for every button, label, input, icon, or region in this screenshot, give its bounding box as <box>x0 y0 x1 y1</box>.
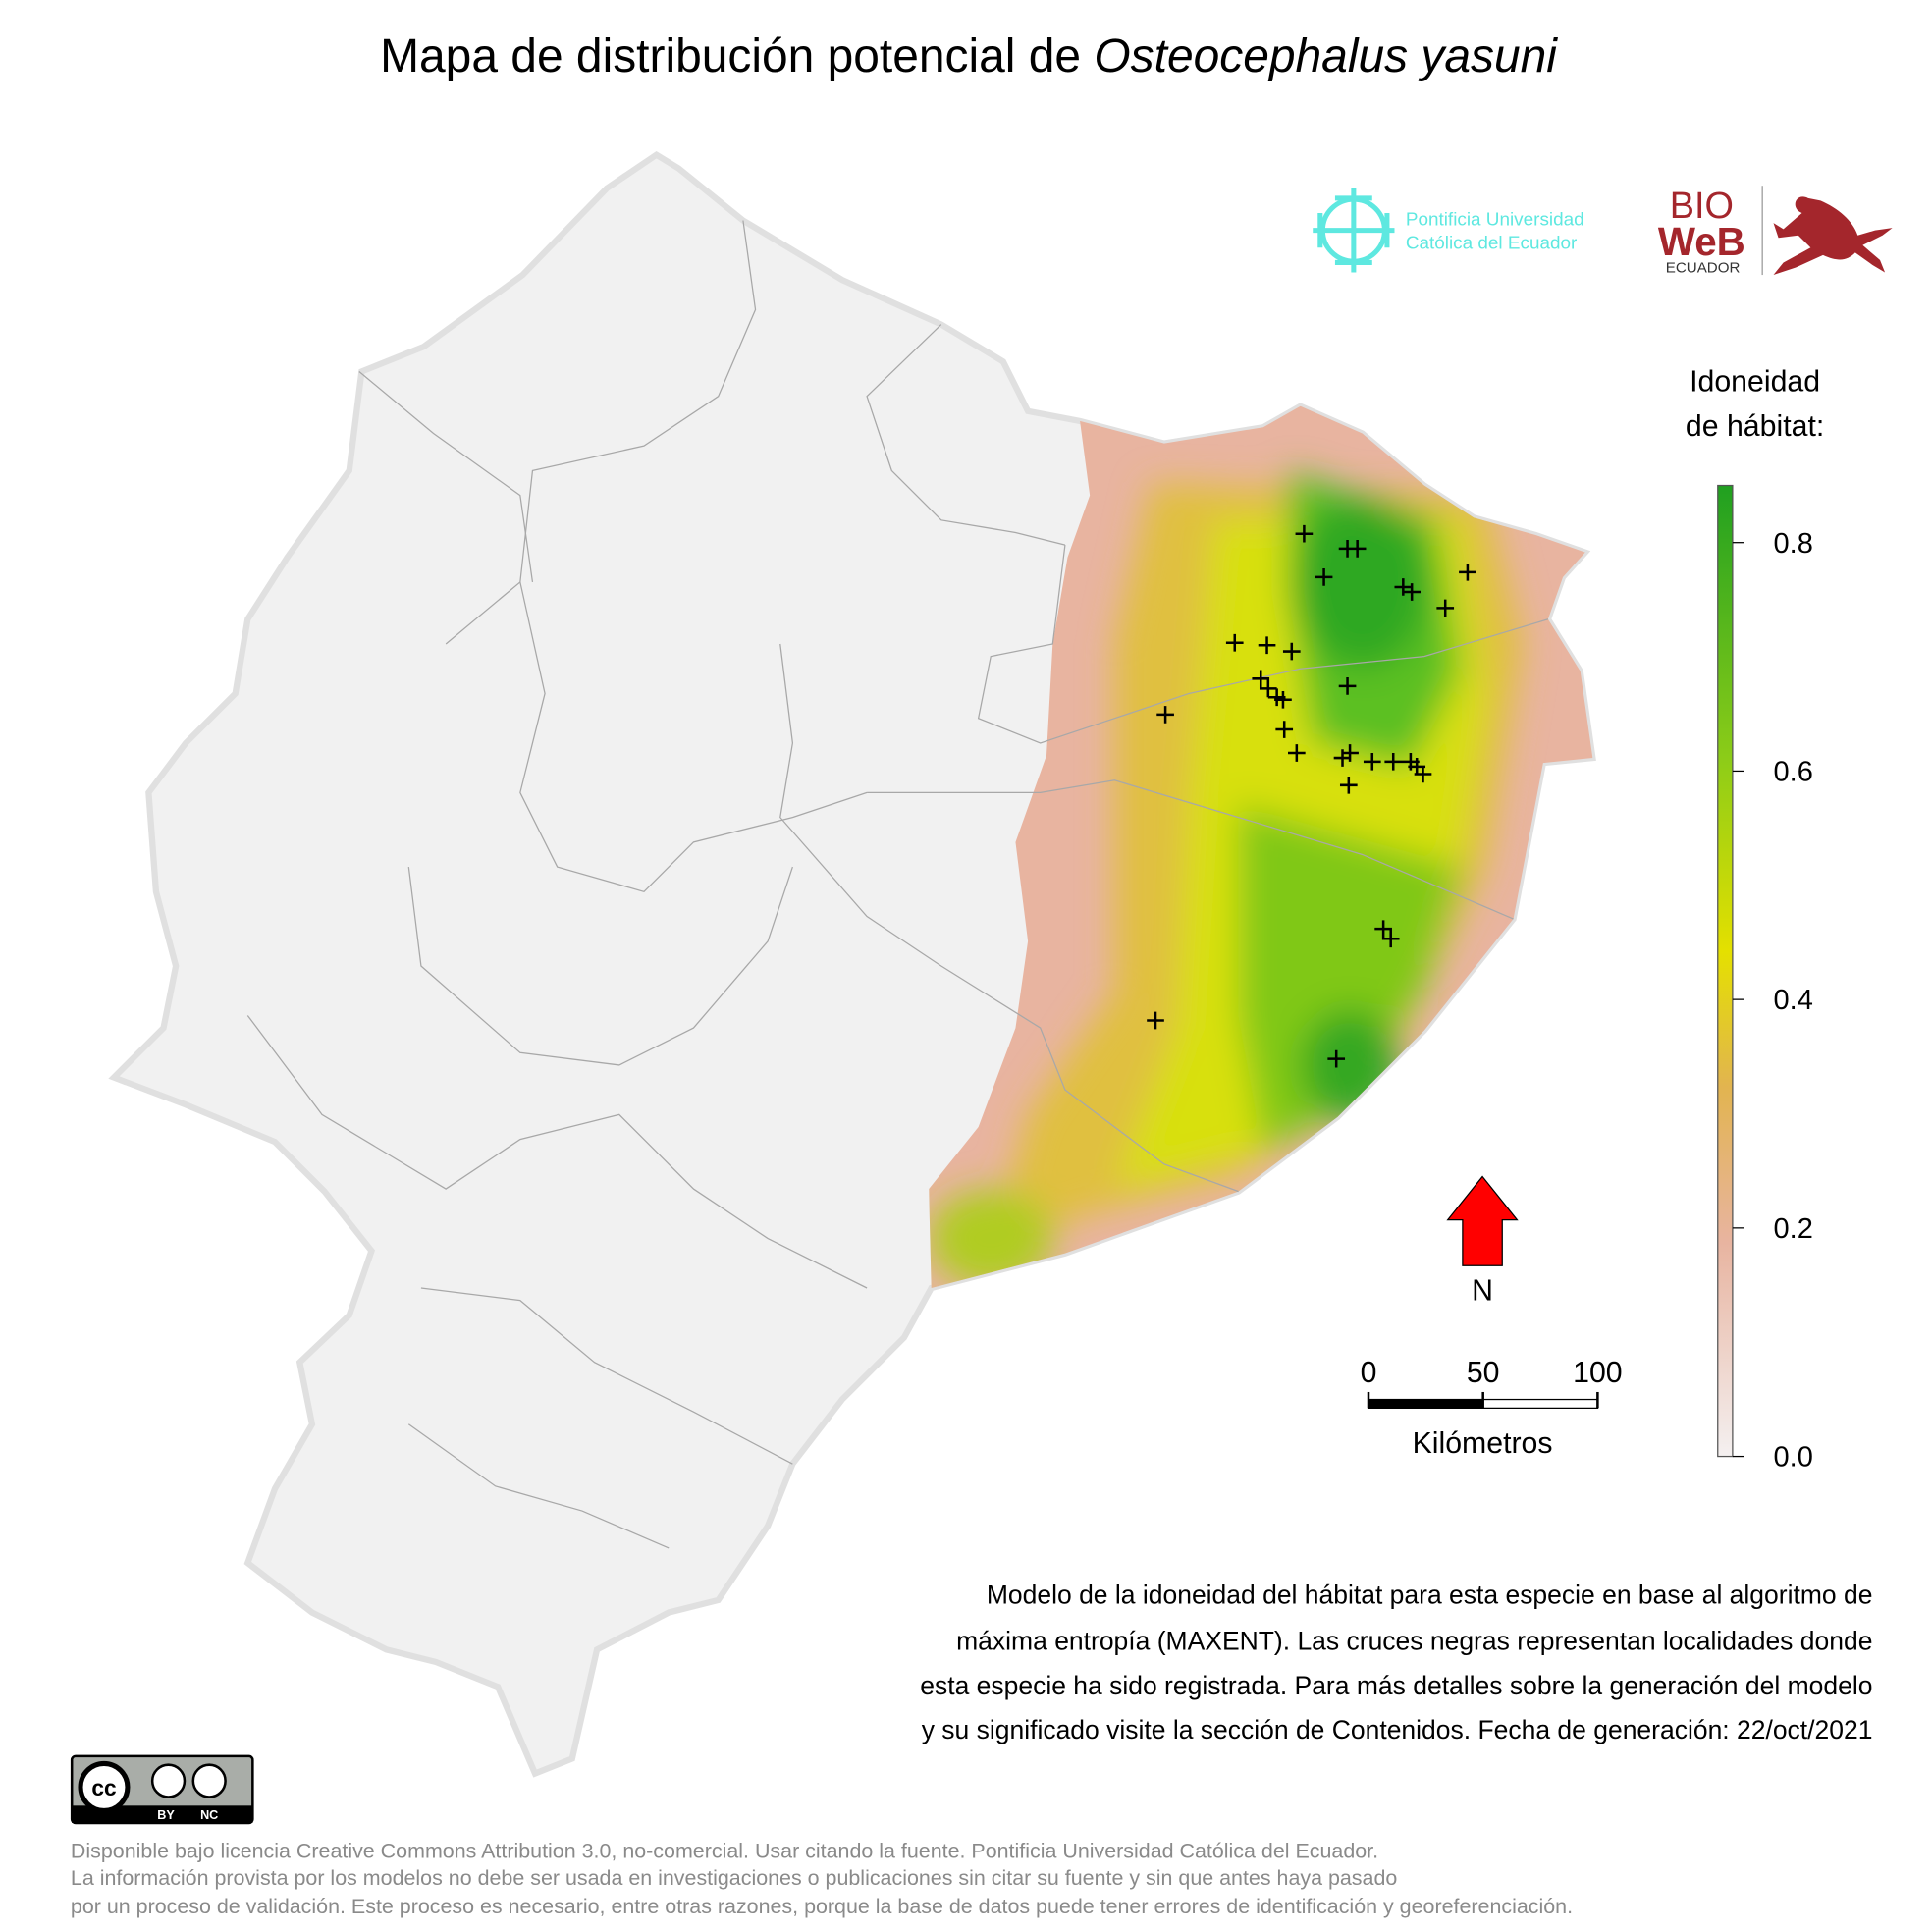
bioweb-text: BIO <box>1670 186 1734 227</box>
by-icon <box>150 1763 187 1798</box>
north-arrow: N <box>1446 1175 1519 1308</box>
license-line: Disponible bajo licencia Creative Common… <box>71 1839 1378 1862</box>
description-line: esta especie ha sido registrada. Para má… <box>920 1671 1872 1700</box>
scale-segment <box>1368 1398 1484 1409</box>
legend-tick-label: 0.6 <box>1774 757 1813 788</box>
legend-tick-label: 0.4 <box>1774 985 1813 1016</box>
bioweb-logo: BIO WeB ECUADOR <box>1658 186 1893 277</box>
puce-name: Católica del Ecuador <box>1406 234 1577 254</box>
scale-segment <box>1482 1398 1599 1409</box>
occurrence-crosses <box>1147 524 1476 1068</box>
cc-icon <box>78 1760 131 1813</box>
license-line: La información provista por los modelos … <box>71 1866 1397 1890</box>
bioweb-text: ECUADOR <box>1666 260 1741 277</box>
badge-label: BY <box>157 1808 175 1822</box>
bioweb-text: WeB <box>1658 219 1745 264</box>
frog-icon <box>1773 196 1893 276</box>
puce-icon <box>1313 188 1395 273</box>
title-species: Osteocephalus yasuni <box>1094 30 1558 82</box>
legend-title: de hábitat: <box>1686 410 1824 443</box>
province-lines <box>246 220 1549 1549</box>
legend: Idoneidad de hábitat: 0.0 0.2 0.4 0.6 0.8 <box>1686 366 1824 1474</box>
colorbar <box>1717 484 1734 1458</box>
legend-title: Idoneidad <box>1690 366 1820 399</box>
description-line: máxima entropía (MAXENT). Las cruces neg… <box>956 1626 1872 1655</box>
description-line: Modelo de la idoneidad del hábitat para … <box>987 1581 1873 1610</box>
legend-tick-label: 0.2 <box>1774 1213 1813 1245</box>
legend-tick-label: 0.0 <box>1774 1442 1813 1474</box>
description-line: y su significado visite la sección de Co… <box>922 1715 1873 1744</box>
map-title: Mapa de distribución potencial de Osteoc… <box>380 30 1558 82</box>
license: cc BY NC Disponible bajo licencia Creati… <box>71 1754 1573 1918</box>
cc-badge-strip <box>72 1805 253 1823</box>
scale-unit: Kilómetros <box>1413 1427 1553 1460</box>
license-line: por un proceso de validación. Este proce… <box>71 1895 1573 1918</box>
title-text: Mapa de distribución potencial de <box>380 30 1094 82</box>
description: Modelo de la idoneidad del hábitat para … <box>920 1581 1872 1745</box>
scale-tick-label: 0 <box>1361 1357 1377 1389</box>
cc-icon-text: cc <box>91 1775 116 1800</box>
north-label: N <box>1472 1275 1493 1308</box>
scale-bar: Kilómetros 0 50 100 <box>1361 1357 1623 1460</box>
puce-logo: Pontificia Universidad Católica del Ecua… <box>1313 188 1584 273</box>
north-arrow-shape <box>1446 1175 1519 1266</box>
scale-tick-label: 50 <box>1467 1357 1500 1389</box>
puce-name: Pontificia Universidad <box>1406 210 1584 231</box>
legend-tick-label: 0.8 <box>1774 528 1813 560</box>
scale-tick-label: 100 <box>1573 1357 1623 1389</box>
badge-label: NC <box>200 1808 218 1822</box>
nc-icon <box>191 1763 227 1798</box>
